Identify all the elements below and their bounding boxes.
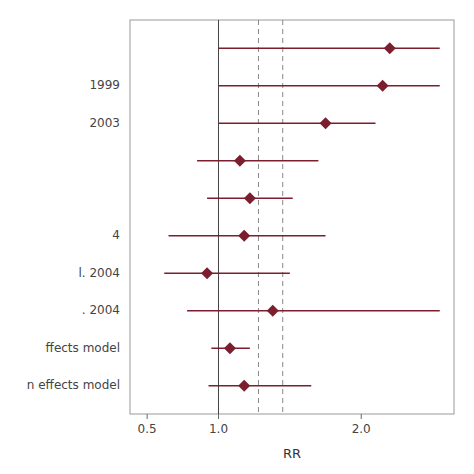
point-estimate [244,192,256,204]
point-estimate [238,230,250,242]
x-tick [147,414,148,419]
category-label: n effects model [27,378,120,392]
point-estimate [234,155,246,167]
x-tick [361,414,362,419]
reference-line [258,20,259,414]
confidence-interval [218,47,439,49]
point-estimate [267,305,279,317]
point-estimate [384,42,396,54]
confidence-interval [164,273,290,275]
category-label: . 2004 [82,303,120,317]
category-label: 2003 [89,116,120,130]
confidence-interval [218,122,375,124]
point-estimate [201,267,213,279]
confidence-interval [218,85,439,87]
point-estimate [224,342,236,354]
x-axis-label: RR [283,446,301,461]
plot-frame [130,20,454,414]
reference-line [218,20,219,414]
x-tick-label: 2.0 [352,422,371,436]
x-tick [218,414,219,419]
confidence-interval [187,310,440,312]
category-label: 1999 [89,78,120,92]
point-estimate [377,80,389,92]
reference-line [282,20,283,414]
category-label: l. 2004 [78,266,120,280]
confidence-interval [197,160,318,162]
category-label: ffects model [46,341,120,355]
x-tick-label: 0.5 [138,422,157,436]
point-estimate [238,380,250,392]
category-label: 4 [112,228,120,242]
chart: 1999 2003 4 l. 2004 . 2004 ffects model n effe… [0,0,474,474]
plot-area [164,20,439,414]
point-estimate [320,117,332,129]
x-tick-label: 1.0 [209,422,228,436]
confidence-interval [209,385,312,387]
